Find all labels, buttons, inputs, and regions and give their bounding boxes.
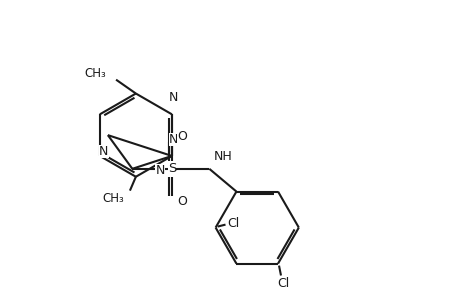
Text: CH₃: CH₃ <box>102 192 124 205</box>
Text: Cl: Cl <box>276 278 288 290</box>
Text: CH₃: CH₃ <box>84 67 106 80</box>
Text: N: N <box>155 164 164 177</box>
Text: O: O <box>176 130 186 142</box>
Text: N: N <box>99 145 108 158</box>
Text: N: N <box>169 92 178 104</box>
Text: S: S <box>168 162 176 175</box>
Text: N: N <box>169 133 178 146</box>
Text: NH: NH <box>213 150 231 163</box>
Text: O: O <box>176 195 186 208</box>
Text: Cl: Cl <box>227 217 239 230</box>
